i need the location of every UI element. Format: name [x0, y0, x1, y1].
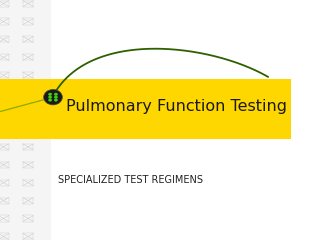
Circle shape	[54, 96, 58, 99]
Circle shape	[48, 99, 52, 102]
Circle shape	[48, 93, 52, 96]
Text: SPECIALIZED TEST REGIMENS: SPECIALIZED TEST REGIMENS	[58, 175, 203, 185]
Text: Pulmonary Function Testing: Pulmonary Function Testing	[66, 99, 286, 114]
Circle shape	[54, 93, 58, 96]
Circle shape	[54, 99, 58, 102]
Bar	[0, 0, 51, 240]
Circle shape	[44, 90, 62, 105]
Circle shape	[48, 96, 52, 99]
Bar	[0, 79, 291, 139]
